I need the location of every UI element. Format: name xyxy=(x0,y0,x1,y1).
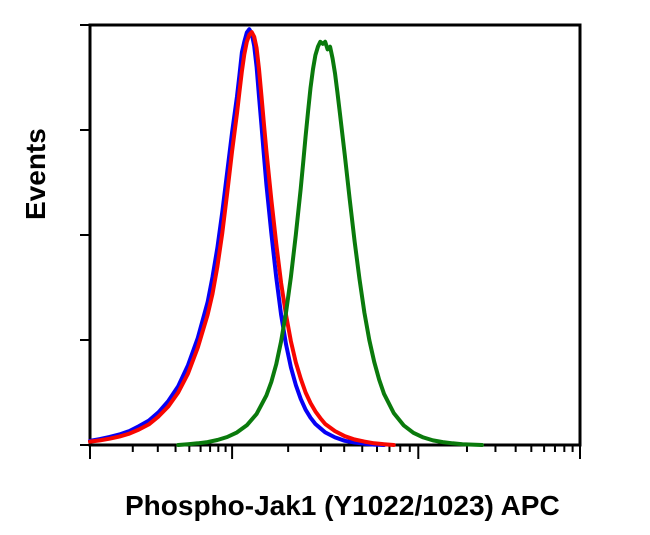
x-axis-label: Phospho-Jak1 (Y1022/1023) APC xyxy=(125,490,560,522)
y-axis-label: Events xyxy=(20,128,52,220)
histogram-plot xyxy=(0,0,650,535)
